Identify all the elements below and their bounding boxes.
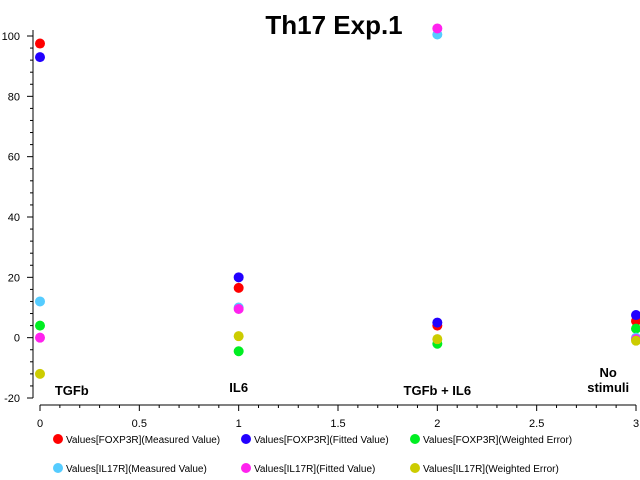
y-tick-label: 40 <box>8 212 20 224</box>
point-values-foxp3r-weighted-error <box>233 346 244 357</box>
legend-label: Values[FOXP3R](Fitted Value) <box>254 435 389 446</box>
data-points <box>35 23 640 379</box>
x-tick-label: 0.5 <box>132 418 147 430</box>
point-values-foxp3r-fitted-value <box>35 52 45 63</box>
legend-label: Values[IL17R](Weighted Error) <box>423 464 559 475</box>
point-values-il17r-measured-value <box>35 296 45 307</box>
point-values-foxp3r-measured-value <box>35 38 45 49</box>
y-tick-label: 100 <box>2 31 20 43</box>
x-tick-label: 1 <box>236 418 242 430</box>
legend: Values[FOXP3R](Measured Value) Values[FOX… <box>53 434 572 475</box>
legend-marker <box>241 434 251 444</box>
x-tick-label: 2.5 <box>529 418 544 430</box>
x-tick-label: 1.5 <box>330 418 345 430</box>
point-values-il17r-weighted-error <box>35 368 45 379</box>
annotation-il6: IL6 <box>229 380 248 395</box>
point-values-foxp3r-fitted-value <box>233 272 244 283</box>
point-values-il17r-fitted-value <box>233 304 244 315</box>
point-values-foxp3r-measured-value <box>233 282 244 293</box>
legend-label: Values[IL17R](Measured Value) <box>66 464 207 475</box>
legend-marker <box>53 434 63 444</box>
legend-label: Values[FOXP3R](Measured Value) <box>66 435 220 446</box>
point-values-foxp3r-fitted-value <box>432 317 443 328</box>
y-axis-ticks: -20 0 20 40 60 80 100 <box>2 31 33 405</box>
y-tick-label: 80 <box>8 91 20 103</box>
y-tick-label: 0 <box>14 333 20 345</box>
legend-marker <box>410 434 420 444</box>
legend-label: Values[IL17R](Fitted Value) <box>254 464 375 475</box>
x-tick-label: 2 <box>434 418 440 430</box>
point-values-il17r-fitted-value <box>432 23 443 34</box>
point-values-il17r-fitted-value <box>35 332 45 343</box>
point-values-foxp3r-weighted-error <box>35 320 45 331</box>
y-tick-label: -20 <box>4 393 20 405</box>
x-axis-ticks: 0 0.5 1 1.5 2 2.5 3 <box>37 405 639 430</box>
x-tick-label: 0 <box>37 418 43 430</box>
annotation-no: No <box>600 365 617 380</box>
annotation-tgfb-il6: TGFb + IL6 <box>404 383 472 398</box>
y-tick-label: 60 <box>8 152 20 164</box>
legend-marker <box>410 463 420 473</box>
point-values-il17r-weighted-error <box>631 335 640 346</box>
y-tick-label: 20 <box>8 272 20 284</box>
point-values-foxp3r-weighted-error <box>631 323 640 334</box>
legend-marker <box>53 463 63 473</box>
legend-marker <box>241 463 251 473</box>
annotation-tgfb: TGFb <box>55 383 89 398</box>
chart-title: Th17 Exp.1 <box>265 10 402 40</box>
point-values-il17r-weighted-error <box>432 334 443 345</box>
point-values-foxp3r-fitted-value <box>631 310 640 321</box>
annotation-stimuli: stimuli <box>587 380 629 395</box>
legend-label: Values[FOXP3R](Weighted Error) <box>423 435 572 446</box>
x-tick-label: 3 <box>633 418 639 430</box>
point-values-il17r-weighted-error <box>233 331 244 342</box>
